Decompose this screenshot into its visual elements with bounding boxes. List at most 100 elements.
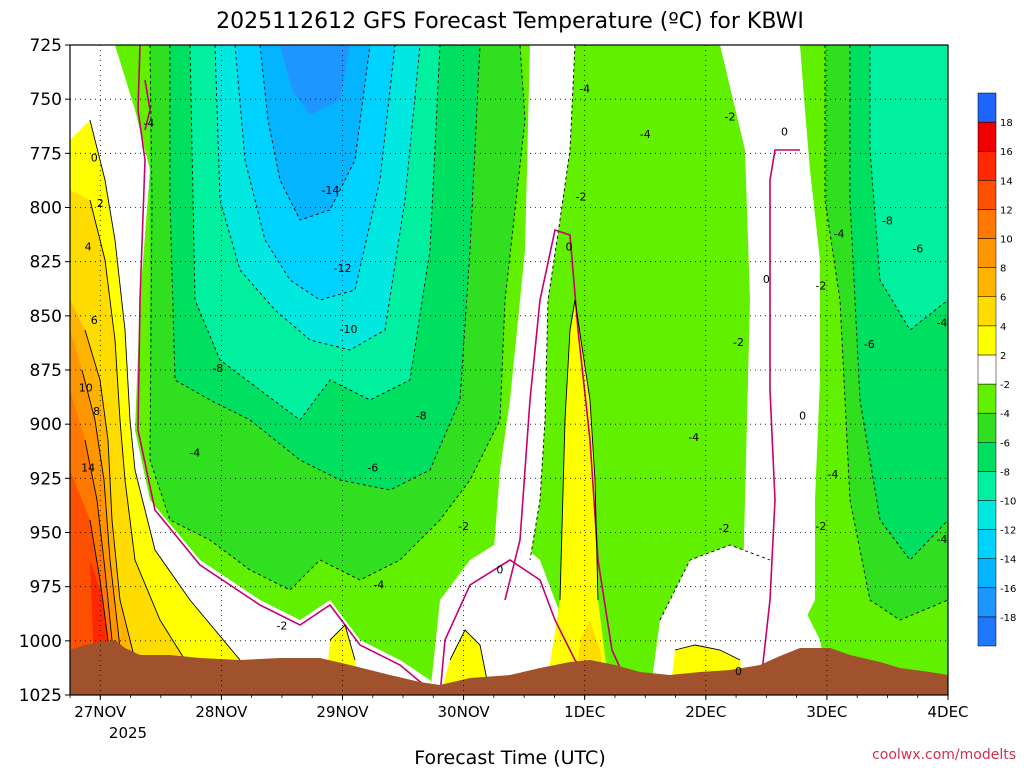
y-tick-label: 900 <box>30 415 62 435</box>
x-tick-label: 2DEC <box>685 703 726 721</box>
colorbar-swatch <box>977 121 997 152</box>
chart-title: 2025112612 GFS Forecast Temperature (ºC)… <box>216 9 804 34</box>
y-tick-label: 725 <box>30 36 62 56</box>
colorbar-swatch <box>977 238 997 268</box>
colorbar-swatch <box>977 150 997 181</box>
contour-label: 0 <box>799 410 806 423</box>
y-tick-label: 925 <box>30 469 62 489</box>
contour-label: -4 <box>143 117 154 130</box>
contour-label: -6 <box>912 243 923 256</box>
y-tick-label: 975 <box>30 578 62 598</box>
colorbar-swatch <box>977 471 997 501</box>
colorbar-tick-label: 16 <box>1000 147 1013 158</box>
colorbar-swatch <box>977 500 997 530</box>
contour-label: 0 <box>496 563 503 576</box>
contour-label: -6 <box>367 462 378 475</box>
plot-area: -14 -12 -10 -8 -8 -6 -4 -4 -4 -4 -4 -4 -4 -4 -4 -4 -2 -2 -… <box>70 45 948 695</box>
contour-label: -10 <box>340 323 358 336</box>
y-axis-ticks: 725 750 775 800 825 850 875 900 925 950 975 1000 102… <box>19 36 70 706</box>
contour-label: -8 <box>416 410 427 423</box>
x-tick-label: 3DEC <box>806 703 847 721</box>
y-tick-label: 1000 <box>19 632 62 652</box>
field-white-left <box>70 45 440 695</box>
contour-label: -14 <box>321 184 339 197</box>
zero-contours <box>137 45 800 695</box>
colorbar-swatch <box>977 412 997 443</box>
contour-label: 14 <box>81 462 95 475</box>
colorbar-swatch <box>977 587 997 618</box>
field-blue-16 <box>260 45 370 220</box>
colorbar-tick-label: 18 <box>1000 118 1013 129</box>
contour-label: 0 <box>565 241 572 254</box>
y-tick-label: 950 <box>30 524 62 544</box>
contour-label: -12 <box>333 262 351 275</box>
field-white-dec1 <box>490 45 575 620</box>
grid-lines <box>70 45 948 695</box>
colorbar-tick-label: -8 <box>1000 467 1010 478</box>
surface-terrain <box>70 640 948 695</box>
colorbar-swatch <box>977 325 997 356</box>
contour-label: -4 <box>373 579 384 592</box>
colorbar-tick-label: 8 <box>1000 264 1006 275</box>
contour-label: 4 <box>85 241 92 254</box>
contour-label: -8 <box>882 215 893 228</box>
colorbar-tick-label: -10 <box>1000 496 1016 507</box>
colorbar-swatch <box>977 354 997 385</box>
contour-label: -2 <box>718 522 729 535</box>
contour-label: -4 <box>936 316 947 329</box>
colorbar-swatch <box>977 558 997 589</box>
contour-label: -2 <box>576 191 587 204</box>
contour-label: -2 <box>815 280 826 293</box>
colorbar-tick-label: 14 <box>1000 176 1013 187</box>
colorbar-tick-label: 4 <box>1000 322 1006 333</box>
x-tick-label: 4DEC <box>927 703 968 721</box>
y-tick-label: 875 <box>30 361 62 381</box>
field-blue-18 <box>280 45 350 115</box>
contour-label: -4 <box>189 446 200 459</box>
contour-label: -4 <box>834 228 845 241</box>
contour-label: 0 <box>763 273 770 286</box>
colorbar-tick-label: 12 <box>1000 205 1013 216</box>
colorbar-swatch <box>977 442 997 472</box>
contour-label: -2 <box>733 336 744 349</box>
colorbar-swatch <box>977 267 997 297</box>
colorbar-tick-label: 2 <box>1000 351 1006 362</box>
x-tick-label: 30NOV <box>438 703 491 721</box>
contour-label: 0 <box>735 665 742 678</box>
y-tick-label: 825 <box>30 253 62 273</box>
colorbar-swatch <box>977 383 997 414</box>
contour-labels: -14 -12 -10 -8 -8 -6 -4 -4 -4 -4 -4 -4 -4 -4 -4 -4 -2 -2 -… <box>79 82 948 678</box>
contour-label: -4 <box>827 468 838 481</box>
contour-label: -6 <box>864 338 875 351</box>
contour-label: -2 <box>276 620 287 633</box>
colorbar-tick-label: -2 <box>1000 380 1010 391</box>
colorbar-tick-label: 10 <box>1000 235 1013 246</box>
contour-label: -8 <box>212 362 223 375</box>
colorbar: -18 -16 -14 -12 -10 -8 -6 -4 -2 2 4 6 8 10 12 14 16 18 <box>977 92 1016 647</box>
contour-label: -4 <box>640 128 651 141</box>
colorbar-tick-label: -12 <box>1000 526 1016 537</box>
colorbar-tick-label: -14 <box>1000 555 1016 566</box>
contour-label: 2 <box>97 197 104 210</box>
colorbar-swatch <box>977 180 997 210</box>
colorbar-tick-label: -4 <box>1000 409 1010 420</box>
contour-label: 0 <box>91 152 98 165</box>
contour-label: -2 <box>725 111 736 124</box>
y-tick-label: 750 <box>30 90 62 110</box>
colorbar-swatch <box>977 296 997 327</box>
x-tick-label: 29NOV <box>316 703 369 721</box>
y-tick-label: 775 <box>30 144 62 164</box>
contour-label: -4 <box>688 431 699 444</box>
contour-label: -2 <box>458 520 469 533</box>
colorbar-swatch <box>977 616 997 647</box>
colorbar-swatch <box>977 529 997 559</box>
contour-label: -2 <box>815 520 826 533</box>
y-tick-label: 850 <box>30 307 62 327</box>
contour-label: 8 <box>93 405 100 418</box>
field-teal-10b <box>870 45 948 330</box>
colorbar-tick-label: 6 <box>1000 293 1006 304</box>
x-tick-label: 27NOV <box>74 703 127 721</box>
negative-contours <box>149 45 948 621</box>
colorbar-swatch <box>977 92 997 123</box>
